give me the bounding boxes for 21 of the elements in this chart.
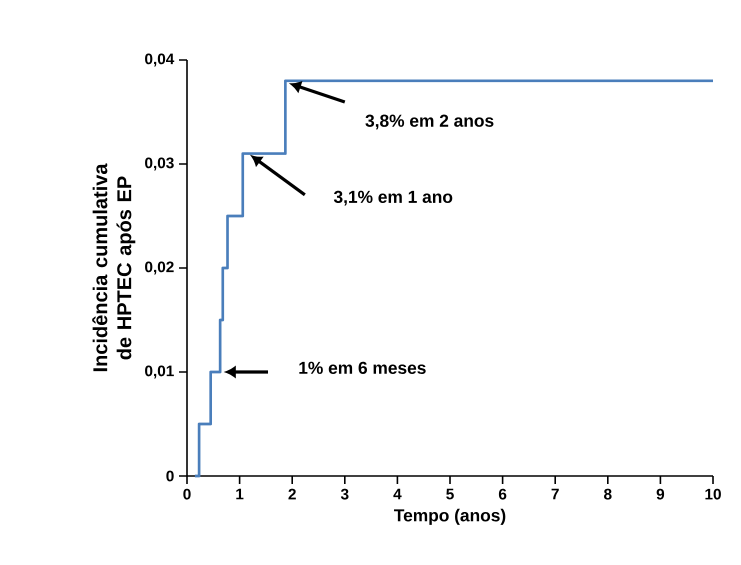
x-tick-label: 8 (604, 488, 612, 500)
y-axis-title: Incidência cumulativa de HPTEC após EP (92, 163, 136, 372)
y-tick-label: 0,03 (145, 157, 174, 171)
annotation: 3,8% em 2 anos (365, 114, 494, 130)
x-axis-title: Tempo (anos) (394, 508, 506, 525)
annotation: 1% em 6 meses (299, 362, 426, 374)
x-tick-label: 7 (552, 488, 559, 500)
x-tick-label: 4 (393, 488, 402, 500)
x-tick-label: 10 (705, 488, 721, 500)
x-tick-label: 1 (236, 488, 244, 500)
y-tick-label: 0 (166, 470, 174, 482)
x-tick-label: 3 (340, 488, 349, 500)
x-tick-label: 2 (288, 488, 296, 500)
x-tick-label: 6 (498, 488, 506, 500)
y-tick-label: 0,04 (145, 53, 174, 67)
y-tick-label: 0,02 (145, 261, 174, 275)
x-tick-label: 0 (183, 488, 191, 500)
y-tick-label: 0,01 (145, 365, 174, 379)
annotation: 3,1% em 1 ano (334, 190, 452, 206)
x-tick-label: 5 (446, 488, 454, 500)
x-tick-label: 9 (656, 488, 664, 500)
